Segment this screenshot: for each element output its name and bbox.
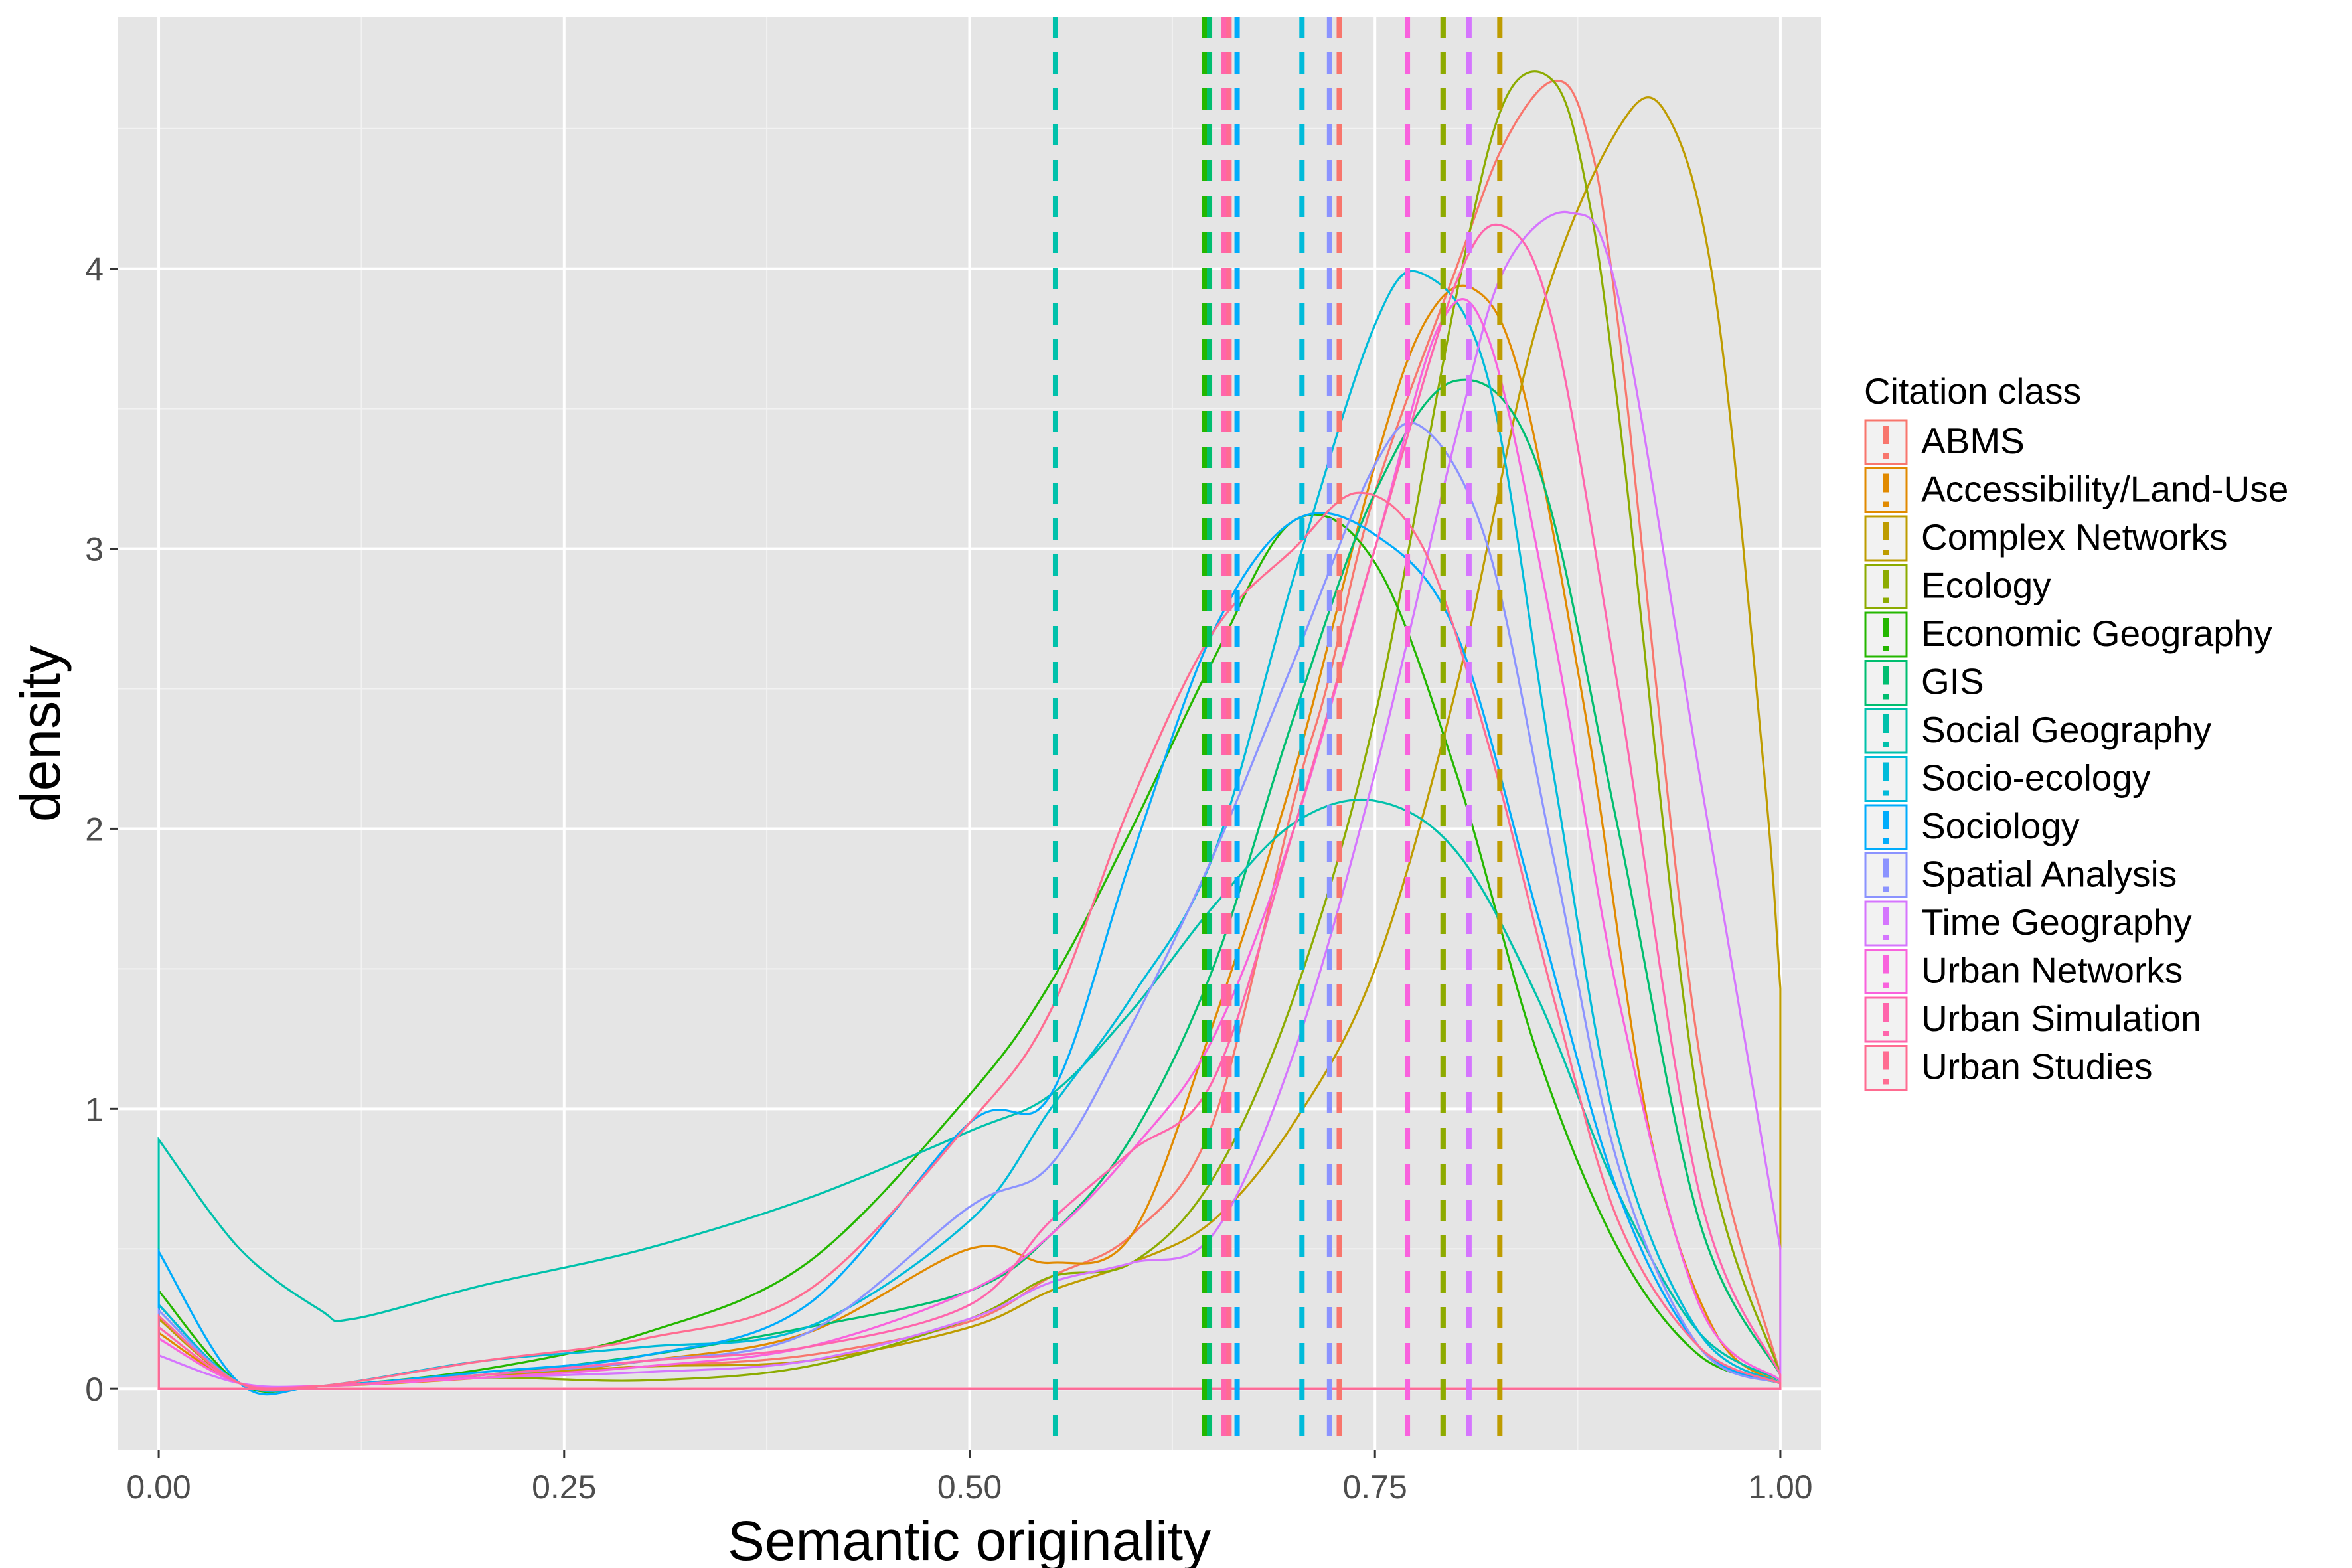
- legend-label: Urban Simulation: [1921, 998, 2201, 1039]
- x-tick-label: 0.25: [532, 1468, 596, 1506]
- density-curve: [157, 798, 1782, 1390]
- y-axis-title: density: [9, 645, 72, 822]
- legend-label: Time Geography: [1921, 902, 2192, 943]
- x-tick-label: 0.00: [126, 1468, 191, 1506]
- legend: Citation class ABMS Accessibility/Land-Us…: [1864, 370, 2288, 1091]
- density-curve: [157, 96, 1782, 1391]
- x-tick-label: 1.00: [1748, 1468, 1812, 1506]
- legend-title: Citation class: [1864, 370, 2081, 412]
- legend-label: GIS: [1921, 661, 1984, 702]
- y-axis-ticks: 0 1 2 3 4: [85, 251, 118, 1408]
- legend-label: Socio-ecology: [1921, 757, 2151, 799]
- legend-label: ABMS: [1921, 420, 2025, 461]
- legend-label: Sociology: [1921, 805, 2080, 846]
- y-tick-label: 3: [85, 531, 104, 568]
- legend-label: Accessibility/Land-Use: [1921, 469, 2288, 510]
- legend-label: Ecology: [1921, 565, 2051, 606]
- x-axis-ticks: 0.00 0.25 0.50 0.75 1.00: [126, 1450, 1813, 1506]
- density-curve: [157, 70, 1782, 1392]
- y-tick-label: 0: [85, 1371, 104, 1408]
- legend-label: Spatial Analysis: [1921, 854, 2177, 895]
- legend-label: Urban Networks: [1921, 950, 2183, 991]
- legend-label: Social Geography: [1921, 709, 2212, 750]
- legend-label: Complex Networks: [1921, 516, 2228, 558]
- legend-label: Economic Geography: [1921, 613, 2272, 654]
- legend-items: ABMS Accessibility/Land-Use Complex Networ…: [1864, 419, 2288, 1091]
- density-curve: [157, 491, 1782, 1392]
- density-curve: [157, 513, 1782, 1393]
- density-curve: [157, 512, 1782, 1396]
- y-tick-label: 4: [85, 251, 104, 288]
- density-curve: [157, 298, 1782, 1390]
- density-curve: [157, 223, 1782, 1390]
- mean-lines: [1052, 17, 1503, 1450]
- density-curve: [157, 210, 1782, 1390]
- y-tick-label: 2: [85, 811, 104, 848]
- legend-label: Urban Studies: [1921, 1046, 2153, 1087]
- x-axis-title: Semantic originality: [728, 1510, 1211, 1568]
- y-tick-label: 1: [85, 1091, 104, 1128]
- x-tick-label: 0.75: [1343, 1468, 1407, 1506]
- x-tick-label: 0.50: [937, 1468, 1002, 1506]
